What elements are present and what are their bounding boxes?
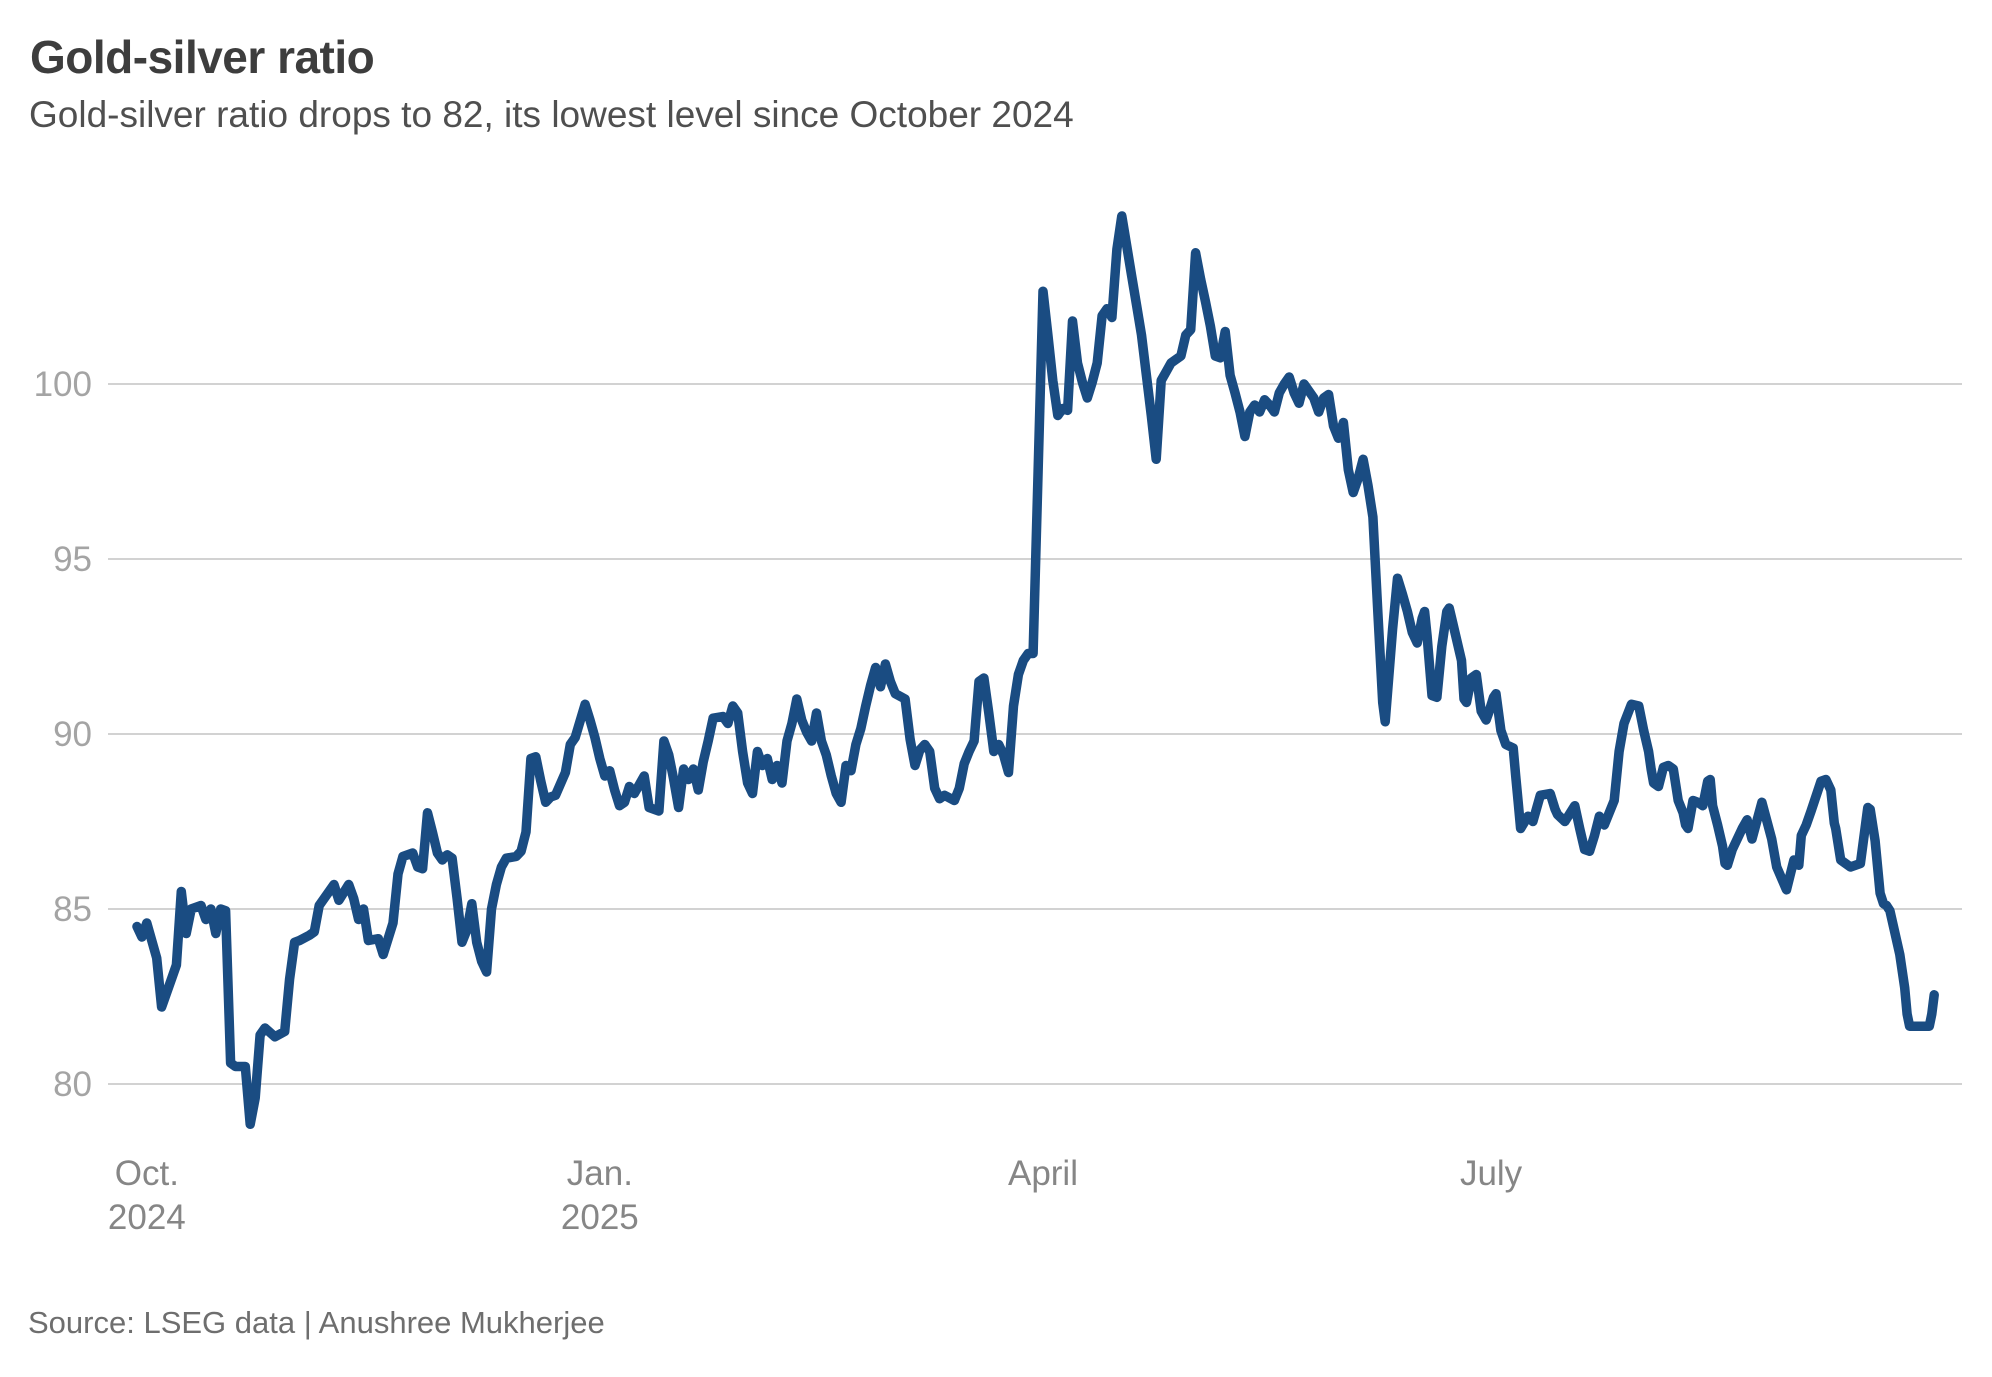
y-axis-tick-label: 80: [53, 1065, 92, 1104]
y-axis-tick-label: 90: [53, 715, 92, 754]
x-axis-tick-label: April: [1008, 1154, 1078, 1193]
x-axis-tick-label: Jan. 2025: [561, 1154, 639, 1237]
y-axis-tick-label: 95: [53, 540, 92, 579]
y-axis-tick-label: 100: [34, 365, 92, 404]
x-axis-tick-label: July: [1460, 1154, 1523, 1193]
y-axis-tick-label: 85: [53, 890, 92, 929]
chart-subtitle: Gold-silver ratio drops to 82, its lowes…: [29, 94, 1074, 135]
ratio-line-series: [132, 211, 1939, 1130]
x-axis-tick-label: Oct. 2024: [108, 1154, 186, 1237]
chart-title: Gold-silver ratio: [30, 31, 375, 83]
source-note: Source: LSEG data | Anushree Mukherjee: [28, 1305, 605, 1340]
